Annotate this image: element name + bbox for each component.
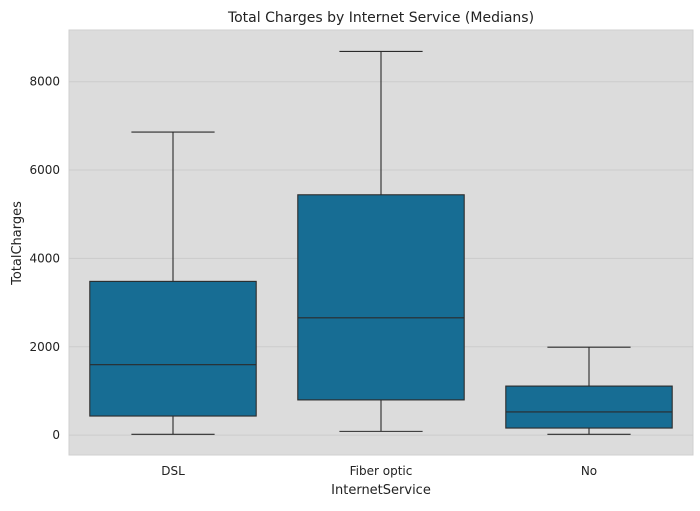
chart-title: Total Charges by Internet Service (Media… [227, 10, 534, 26]
box-group [505, 346, 673, 435]
y-tick-label: 2000 [29, 340, 60, 354]
box-group [297, 50, 465, 432]
y-tick-label: 6000 [29, 163, 60, 177]
box-group [89, 131, 257, 435]
y-tick-label: 0 [52, 428, 60, 442]
y-tick-labels: 0 2000 4000 6000 8000 [29, 75, 60, 442]
iqr-box [505, 385, 673, 429]
boxes [89, 50, 673, 435]
iqr-box [297, 194, 465, 401]
y-tick-label: 8000 [29, 75, 60, 89]
x-tick-label: DSL [161, 464, 185, 478]
iqr-box [89, 280, 257, 417]
y-tick-label: 4000 [29, 251, 60, 265]
y-axis-label: TotalCharges [10, 201, 25, 286]
x-tick-label: No [581, 464, 597, 478]
x-tick-labels: DSL Fiber optic No [161, 464, 597, 478]
x-axis-label: InternetService [331, 483, 431, 498]
x-tick-label: Fiber optic [350, 464, 413, 478]
